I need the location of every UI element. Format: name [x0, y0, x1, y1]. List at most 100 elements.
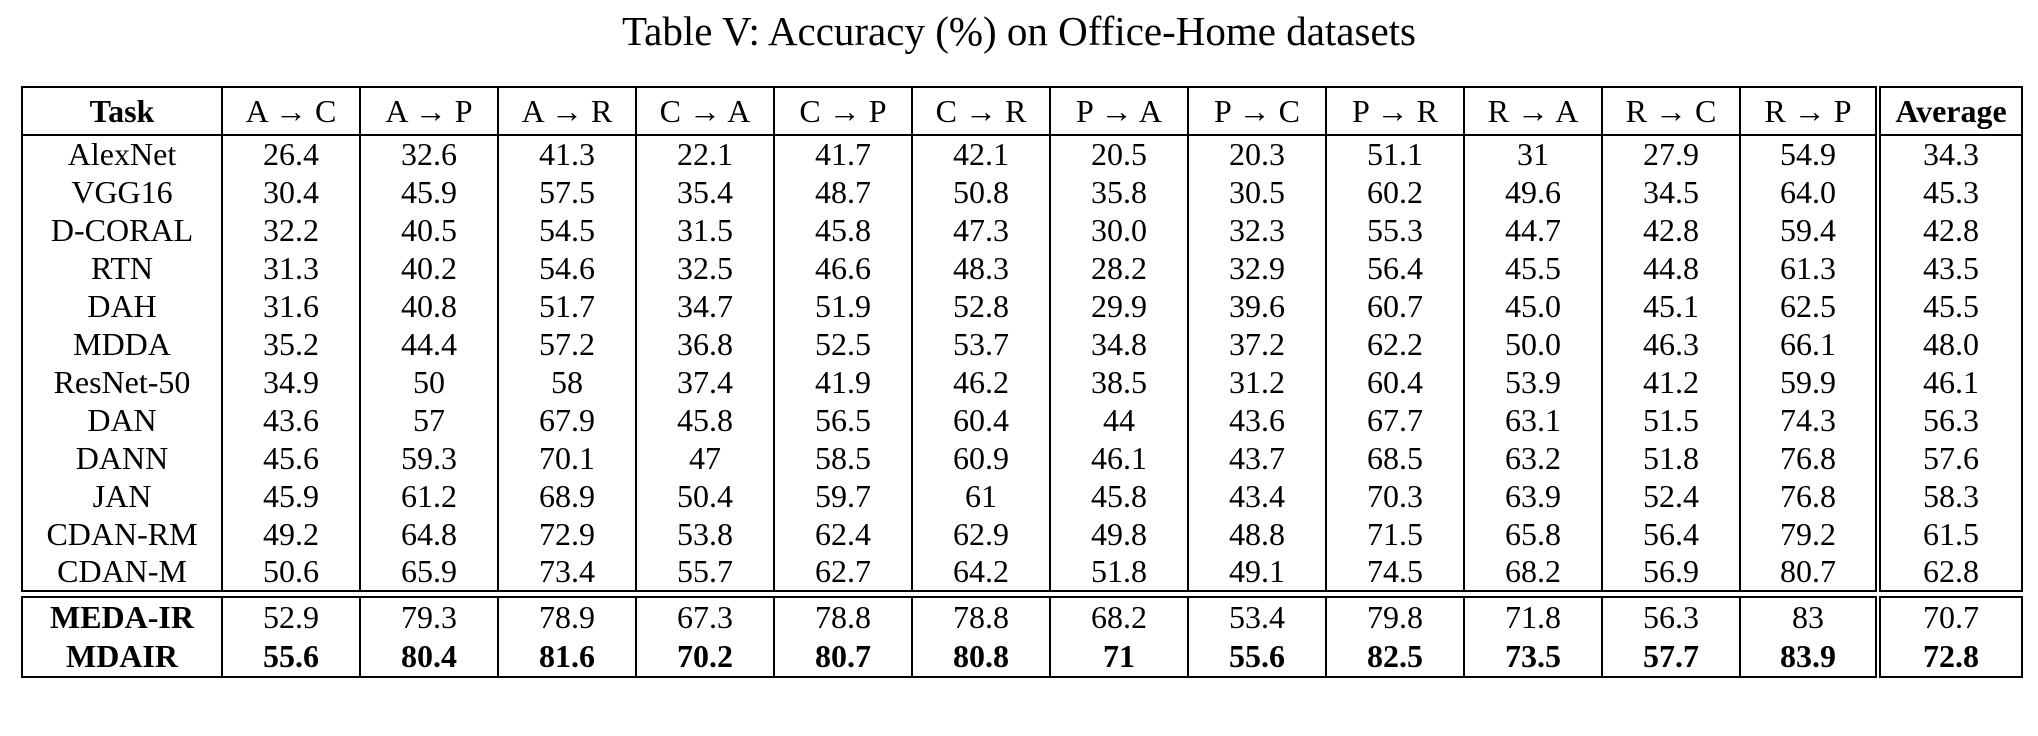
accuracy-cell: 30.4 [221, 173, 361, 211]
accuracy-cell: 51.8 [1049, 553, 1189, 592]
accuracy-cell: 54.6 [497, 249, 637, 287]
accuracy-cell: 43.4 [1187, 477, 1327, 515]
accuracy-cell: 41.7 [773, 135, 913, 173]
accuracy-cell: 63.1 [1463, 401, 1603, 439]
method-name-cell: MDAIR [21, 637, 223, 678]
accuracy-cell: 56.4 [1325, 249, 1465, 287]
accuracy-cell: 44.7 [1463, 211, 1603, 249]
accuracy-cell: 45.9 [359, 173, 499, 211]
accuracy-cell: 68.2 [1049, 596, 1189, 637]
accuracy-cell: 53.9 [1463, 363, 1603, 401]
accuracy-cell: 52.4 [1601, 477, 1741, 515]
accuracy-cell: 58 [497, 363, 637, 401]
accuracy-cell: 71.8 [1463, 596, 1603, 637]
accuracy-cell: 55.3 [1325, 211, 1465, 249]
accuracy-cell: 44.4 [359, 325, 499, 363]
accuracy-cell: 39.6 [1187, 287, 1327, 325]
accuracy-cell: 78.8 [773, 596, 913, 637]
header-cell-p-r: P → R [1325, 86, 1465, 136]
accuracy-cell: 83 [1739, 596, 1879, 637]
accuracy-cell: 52.5 [773, 325, 913, 363]
table-row: CDAN-RM 49.2 64.8 72.9 53.8 62.4 62.9 49.8 48.8 7… [21, 515, 2023, 553]
accuracy-cell: 37.2 [1187, 325, 1327, 363]
average-cell: 45.5 [1875, 287, 2023, 325]
accuracy-cell: 37.4 [635, 363, 775, 401]
accuracy-cell: 34.7 [635, 287, 775, 325]
method-name-cell: ResNet-50 [21, 363, 223, 401]
accuracy-cell: 49.2 [221, 515, 361, 553]
accuracy-cell: 79.8 [1325, 596, 1465, 637]
accuracy-cell: 61 [911, 477, 1051, 515]
accuracy-cell: 47 [635, 439, 775, 477]
accuracy-cell: 20.5 [1049, 135, 1189, 173]
header-cell-c-r: C → R [911, 86, 1051, 136]
accuracy-cell: 50.8 [911, 173, 1051, 211]
method-name-cell: DAH [21, 287, 223, 325]
accuracy-cell: 34.5 [1601, 173, 1741, 211]
accuracy-cell: 60.4 [1325, 363, 1465, 401]
accuracy-cell: 56.5 [773, 401, 913, 439]
accuracy-cell: 64.0 [1739, 173, 1879, 211]
accuracy-cell: 67.9 [497, 401, 637, 439]
accuracy-cell: 38.5 [1049, 363, 1189, 401]
accuracy-cell: 54.9 [1739, 135, 1879, 173]
header-cell-p-c: P → C [1187, 86, 1327, 136]
accuracy-cell: 74.3 [1739, 401, 1879, 439]
accuracy-cell: 68.5 [1325, 439, 1465, 477]
average-cell: 42.8 [1875, 211, 2023, 249]
accuracy-cell: 73.4 [497, 553, 637, 592]
accuracy-cell: 44.8 [1601, 249, 1741, 287]
header-cell-a-r: A → R [497, 86, 637, 136]
accuracy-cell: 52.9 [221, 596, 361, 637]
accuracy-cell: 45.8 [773, 211, 913, 249]
table-row: MDAIR 55.6 80.4 81.6 70.2 80.7 80.8 71 55.6 82.5 7… [21, 637, 2023, 678]
accuracy-cell: 45.0 [1463, 287, 1603, 325]
table-caption: Table V: Accuracy (%) on Office-Home dat… [621, 8, 1417, 54]
accuracy-cell: 26.4 [221, 135, 361, 173]
accuracy-cell: 83.9 [1739, 637, 1879, 678]
accuracy-cell: 70.2 [635, 637, 775, 678]
accuracy-cell: 31.2 [1187, 363, 1327, 401]
accuracy-cell: 42.1 [911, 135, 1051, 173]
accuracy-cell: 70.3 [1325, 477, 1465, 515]
accuracy-cell: 48.8 [1187, 515, 1327, 553]
method-name-cell: MEDA-IR [21, 596, 223, 637]
table-row: D-CORAL 32.2 40.5 54.5 31.5 45.8 47.3 30.0 32.3 5… [21, 211, 2023, 249]
method-name-cell: CDAN-M [21, 553, 223, 592]
accuracy-cell: 70.1 [497, 439, 637, 477]
accuracy-cell: 79.2 [1739, 515, 1879, 553]
accuracy-cell: 56.9 [1601, 553, 1741, 592]
accuracy-cell: 45.8 [635, 401, 775, 439]
accuracy-cell: 63.9 [1463, 477, 1603, 515]
accuracy-cell: 46.3 [1601, 325, 1741, 363]
accuracy-cell: 78.9 [497, 596, 637, 637]
header-cell-c-a: C → A [635, 86, 775, 136]
accuracy-cell: 35.2 [221, 325, 361, 363]
header-cell-a-c: A → C [221, 86, 361, 136]
accuracy-cell: 65.9 [359, 553, 499, 592]
accuracy-cell: 51.5 [1601, 401, 1741, 439]
average-cell: 46.1 [1875, 363, 2023, 401]
accuracy-cell: 53.7 [911, 325, 1051, 363]
accuracy-cell: 80.7 [773, 637, 913, 678]
average-cell: 43.5 [1875, 249, 2023, 287]
accuracy-cell: 59.9 [1739, 363, 1879, 401]
accuracy-cell: 58.5 [773, 439, 913, 477]
average-cell: 45.3 [1875, 173, 2023, 211]
accuracy-cell: 49.8 [1049, 515, 1189, 553]
accuracy-cell: 60.2 [1325, 173, 1465, 211]
accuracy-cell: 43.7 [1187, 439, 1327, 477]
accuracy-cell: 29.9 [1049, 287, 1189, 325]
header-row: Task A → C A → P A → R C → A C → P C → R… [21, 86, 2023, 136]
accuracy-cell: 50 [359, 363, 499, 401]
average-cell: 57.6 [1875, 439, 2023, 477]
accuracy-cell: 42.8 [1601, 211, 1741, 249]
method-name-cell: VGG16 [21, 173, 223, 211]
header-cell-a-p: A → P [359, 86, 499, 136]
accuracy-cell: 62.2 [1325, 325, 1465, 363]
average-cell: 34.3 [1875, 135, 2023, 173]
accuracy-cell: 50.6 [221, 553, 361, 592]
accuracy-cell: 32.6 [359, 135, 499, 173]
accuracy-cell: 43.6 [1187, 401, 1327, 439]
accuracy-cell: 68.9 [497, 477, 637, 515]
